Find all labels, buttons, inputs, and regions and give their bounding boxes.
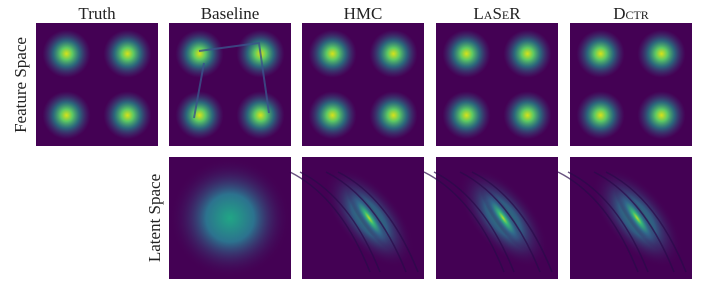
density-mode [42, 91, 91, 140]
density-mode [576, 91, 625, 140]
column-title: Dctr [613, 4, 649, 23]
column-title: HMC [344, 4, 383, 23]
density-mode [369, 29, 418, 78]
density-mode [308, 29, 357, 78]
density-mode [503, 29, 552, 78]
row-label: Feature Space [11, 37, 30, 133]
density-arc [593, 171, 675, 273]
density-mode [576, 29, 625, 78]
column-title: LaSeR [473, 4, 521, 23]
density-mode [42, 29, 91, 78]
density-mode [442, 91, 491, 140]
density-arc [433, 171, 515, 273]
density-mode [236, 91, 285, 140]
density-mode [103, 29, 152, 78]
density-mode [175, 29, 224, 78]
density-arc [337, 171, 419, 273]
density-cloud [170, 158, 290, 278]
density-mode [503, 91, 552, 140]
density-arc [289, 171, 371, 273]
density-arc [567, 171, 649, 273]
density-trail [193, 41, 270, 119]
density-arc [423, 171, 505, 273]
density-arc [325, 171, 407, 273]
density-mode [637, 91, 686, 140]
row-label: Latent Space [145, 174, 164, 262]
density-streak [346, 186, 393, 250]
density-arc [605, 171, 687, 273]
column-title: Truth [78, 4, 116, 23]
density-mode [103, 91, 152, 140]
density-arc [557, 171, 639, 273]
column-title: Baseline [201, 4, 260, 23]
density-mode [442, 29, 491, 78]
density-streak [614, 186, 661, 250]
density-streak [480, 186, 527, 250]
density-mode [308, 91, 357, 140]
density-mode [637, 29, 686, 78]
density-mode [369, 91, 418, 140]
density-arc [299, 171, 381, 273]
density-mode [175, 91, 224, 140]
density-arc [459, 171, 541, 273]
density-arc [471, 171, 553, 273]
